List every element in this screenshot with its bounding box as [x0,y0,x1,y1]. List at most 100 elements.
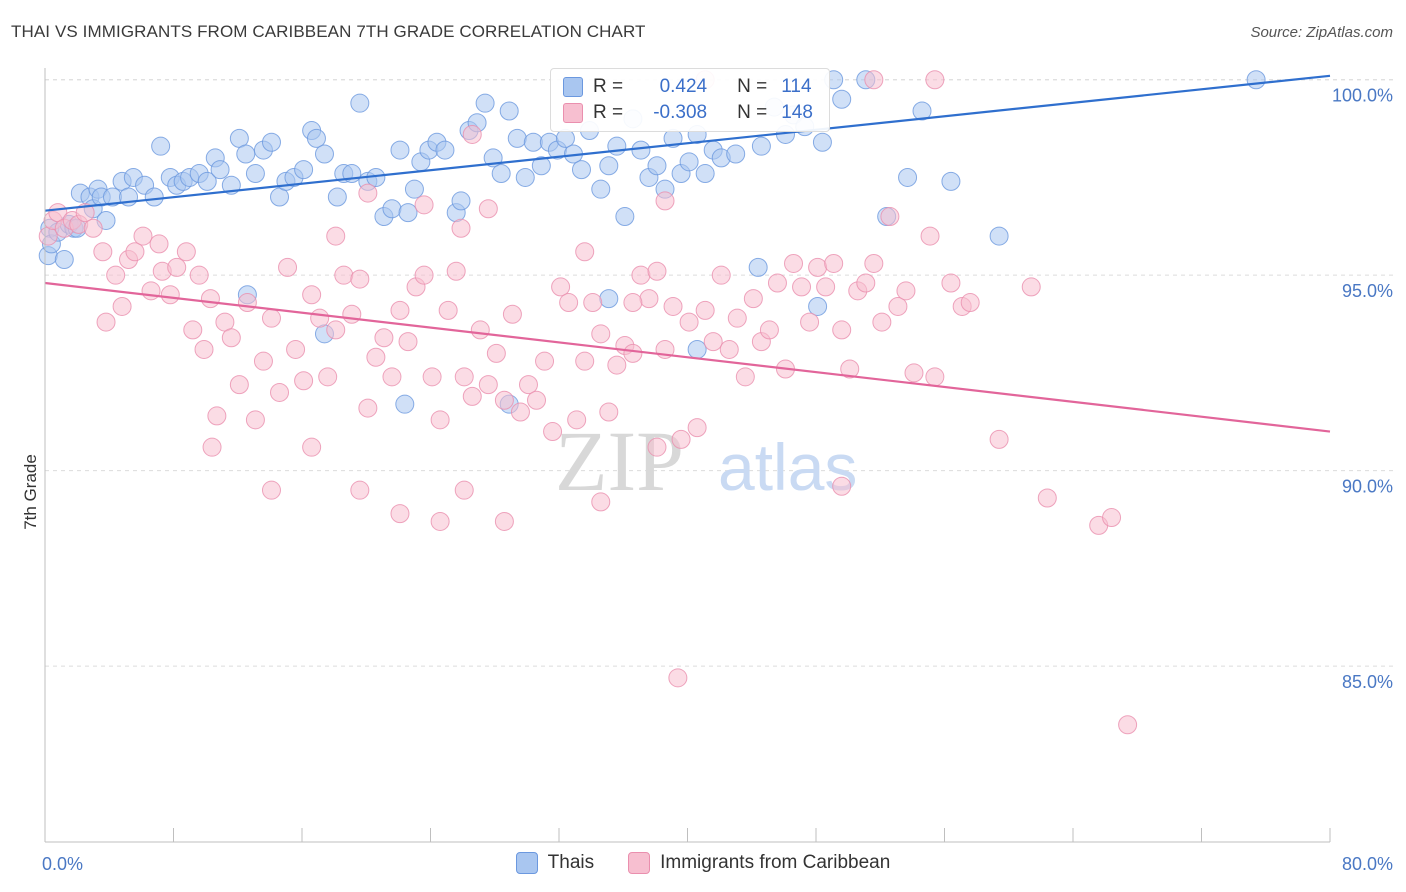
x-tick-label-min: 0.0% [42,854,83,874]
series-caribbean [38,70,1138,735]
stats-swatch-thais [563,77,583,97]
data-point [575,351,595,371]
legend-item-thais[interactable]: Thais [515,852,594,874]
stats-r-value: 0.424 [659,76,708,97]
x-tick-label-max: 80.0% [1342,854,1393,874]
data-point [515,167,535,187]
stats-r-label: R = [593,102,624,123]
data-point [591,324,611,344]
data-point [75,203,95,223]
data-point [510,402,530,422]
data-point [382,199,402,219]
data-point [286,339,306,359]
data-point [451,218,471,238]
data-point [314,144,334,164]
data-point [687,339,707,359]
data-point [414,195,434,215]
data-point [141,281,161,301]
data-point [925,70,945,90]
data-point [106,265,126,285]
data-point [302,285,322,305]
data-point [751,136,771,156]
data-point [475,93,495,113]
data-point [808,296,828,316]
data-point [1021,277,1041,297]
data-point [342,304,362,324]
data-point [727,308,747,328]
legend-swatch-thais [515,852,538,874]
stats-r-value: -0.308 [653,102,708,123]
data-point [840,359,860,379]
data-point [812,132,832,152]
data-point [194,339,214,359]
data-point [767,273,787,293]
data-point [438,300,458,320]
data-point [294,371,314,391]
data-point [125,242,145,262]
data-point [647,437,667,457]
data-point [499,101,519,121]
data-point [326,226,346,246]
data-point [200,289,220,309]
data-point [711,265,731,285]
data-point [430,410,450,430]
data-point [989,429,1009,449]
data-point [872,312,892,332]
data-point [494,511,514,531]
data-point [197,171,217,191]
data-point [567,410,587,430]
data-point [792,277,812,297]
data-point [422,367,442,387]
data-point [695,300,715,320]
data-point [144,187,164,207]
data-point [366,347,386,367]
data-point [294,160,314,180]
data-point [454,480,474,500]
data-point [245,164,265,184]
data-point [278,257,298,277]
data-point [1118,715,1138,735]
data-point [748,257,768,277]
stats-box: R = 0.424 N = 114 R = -0.308 N = 148 [550,68,830,132]
data-point [478,199,498,219]
data-point [96,312,116,332]
stats-r-label: R = [593,76,624,97]
data-point [941,171,961,191]
data-point [1102,508,1122,528]
data-point [518,375,538,395]
y-axis-label: 7th Grade [21,454,40,530]
data-point [462,124,482,144]
y-tick-label: 100.0% [1332,86,1393,106]
points-layer [38,70,1266,735]
data-point [808,257,828,277]
data-point [989,226,1009,246]
data-point [880,207,900,227]
data-point [398,203,418,223]
data-point [898,167,918,187]
data-point [414,265,434,285]
data-point [494,390,514,410]
data-point [54,250,74,270]
chart-title: THAI VS IMMIGRANTS FROM CARIBBEAN 7TH GR… [11,22,646,41]
data-point [639,289,659,309]
data-point [623,343,643,363]
data-point [310,308,330,328]
data-point [631,265,651,285]
data-point [623,293,643,313]
data-point [83,218,103,238]
data-point [856,273,876,293]
data-point [176,242,196,262]
legend-item-caribbean[interactable]: Immigrants from Caribbean [628,852,890,874]
data-point [631,140,651,160]
y-tick-label: 95.0% [1342,281,1393,301]
data-point [390,300,410,320]
data-point [382,367,402,387]
data-point [1246,70,1266,90]
data-point [832,89,852,109]
data-point [189,265,209,285]
data-point [237,293,257,313]
legend-swatch-caribbean [628,852,651,874]
data-point [800,312,820,332]
data-point [167,257,187,277]
